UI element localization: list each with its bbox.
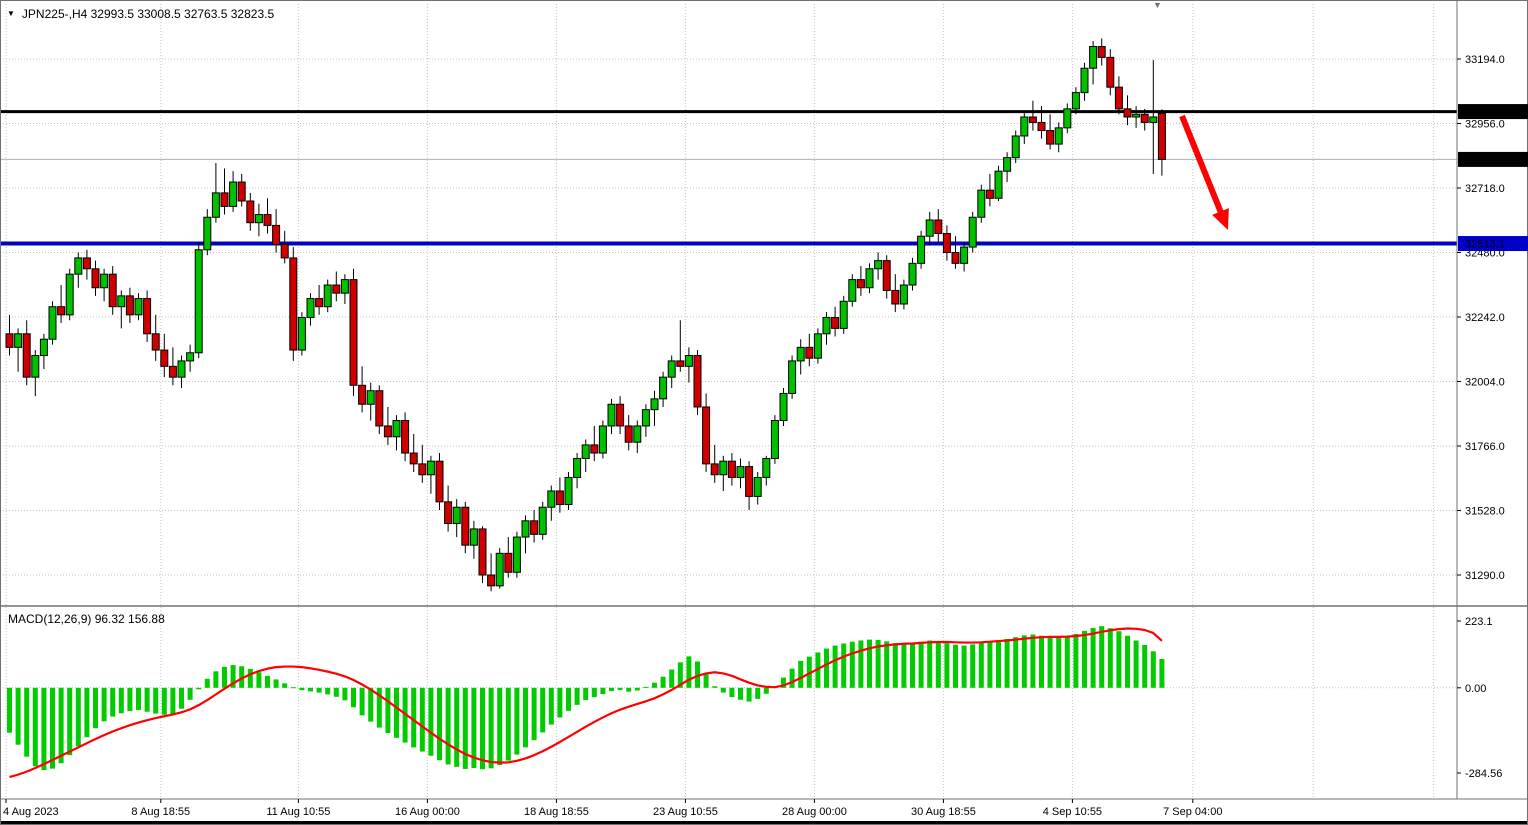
svg-text:0.00: 0.00	[1465, 683, 1486, 695]
svg-text:23 Aug 10:55: 23 Aug 10:55	[653, 806, 718, 818]
svg-text:223.1: 223.1	[1465, 616, 1493, 628]
svg-text:31290.0: 31290.0	[1465, 570, 1505, 582]
price-axis[interactable]: 33194.032956.032718.032480.032242.032004…	[1457, 54, 1528, 780]
symbol-dropdown-icon[interactable]: ▼	[7, 9, 15, 18]
svg-text:33194.0: 33194.0	[1465, 54, 1505, 66]
symbol-ohlc-text: JPN225-,H4 32993.5 33008.5 32763.5 32823…	[21, 7, 275, 21]
svg-text:8 Aug 18:55: 8 Aug 18:55	[131, 806, 190, 818]
svg-text:32513.1: 32513.1	[1465, 239, 1505, 251]
macd-indicator-label: MACD(12,26,9) 96.32 156.88	[8, 612, 165, 626]
grid-layer	[0, 4, 1457, 799]
macd-histogram-layer	[7, 626, 1165, 771]
svg-text:4 Aug 2023: 4 Aug 2023	[3, 806, 59, 818]
svg-text:4 Sep 10:55: 4 Sep 10:55	[1043, 806, 1102, 818]
svg-text:28 Aug 00:00: 28 Aug 00:00	[782, 806, 847, 818]
time-axis[interactable]: 4 Aug 2023 8 Aug 18:55 11 Aug 10:55 16 Aug …	[3, 799, 1222, 818]
svg-text:18 Aug 18:55: 18 Aug 18:55	[524, 806, 589, 818]
chart-shift-marker-icon[interactable]: ▼	[1153, 0, 1162, 10]
svg-text:32956.0: 32956.0	[1465, 119, 1505, 131]
svg-text:-284.56: -284.56	[1465, 768, 1502, 780]
symbol-info: ▼ JPN225-,H4 32993.5 33008.5 32763.5 328…	[7, 7, 274, 21]
svg-text:32004.0: 32004.0	[1465, 377, 1505, 389]
macd-signal-line	[9, 627, 1163, 779]
candles-layer	[5, 38, 1166, 592]
svg-text:31528.0: 31528.0	[1465, 506, 1505, 518]
svg-text:30 Aug 18:55: 30 Aug 18:55	[911, 806, 976, 818]
level-lines-layer	[0, 110, 1457, 246]
svg-text:7 Sep 04:00: 7 Sep 04:00	[1163, 806, 1222, 818]
svg-text:31766.0: 31766.0	[1465, 441, 1505, 453]
svg-text:32718.0: 32718.0	[1465, 183, 1505, 195]
svg-text:16 Aug 00:00: 16 Aug 00:00	[395, 806, 460, 818]
trend-arrow[interactable]	[1179, 114, 1229, 230]
svg-text:33000.0: 33000.0	[1465, 107, 1505, 119]
svg-text:32242.0: 32242.0	[1465, 312, 1505, 324]
svg-text:11 Aug 10:55: 11 Aug 10:55	[266, 806, 330, 818]
svg-text:32823.5: 32823.5	[1465, 154, 1505, 166]
